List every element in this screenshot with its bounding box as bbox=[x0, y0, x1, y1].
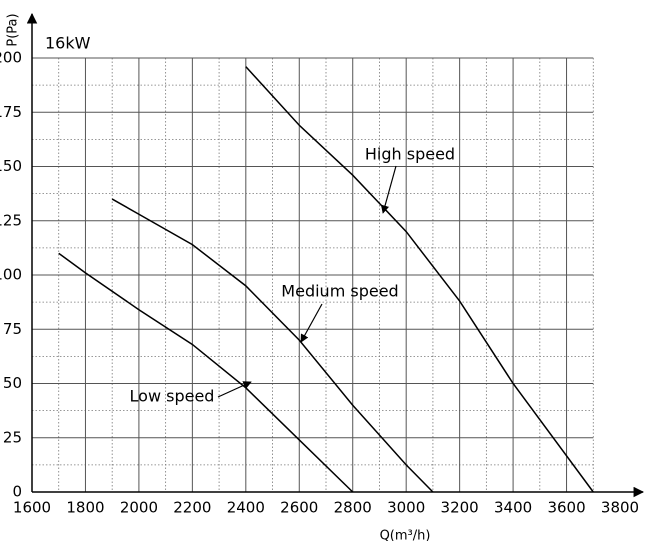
x-tick-label: 2600 bbox=[280, 499, 318, 517]
x-tick-label: 3600 bbox=[547, 499, 585, 517]
curve-label: Medium speed bbox=[281, 282, 398, 301]
curve bbox=[245, 66, 594, 493]
curve-label: High speed bbox=[365, 145, 455, 164]
x-tick-label: 2000 bbox=[120, 499, 158, 517]
x-tick-label: 2800 bbox=[334, 499, 372, 517]
y-tick-label: 50 bbox=[3, 374, 22, 392]
x-tick-label: 3200 bbox=[441, 499, 479, 517]
chart-title: 16kW bbox=[45, 34, 91, 53]
y-tick-label: 75 bbox=[3, 320, 22, 338]
curve bbox=[58, 252, 354, 493]
y-tick-label: 25 bbox=[3, 428, 22, 446]
x-tick-label: 1600 bbox=[13, 499, 51, 517]
label-arrow bbox=[217, 381, 252, 398]
x-tick-label: 2400 bbox=[227, 499, 265, 517]
y-tick-label: 150 bbox=[0, 157, 22, 175]
x-tick-label: 3000 bbox=[387, 499, 425, 517]
x-tick-label: 1800 bbox=[66, 499, 104, 517]
curve bbox=[111, 198, 434, 493]
y-tick-label: 100 bbox=[0, 266, 22, 284]
x-tick-label: 3400 bbox=[494, 499, 532, 517]
y-tick-label: 125 bbox=[0, 211, 22, 229]
y-tick-label: 200 bbox=[0, 49, 22, 67]
label-arrow bbox=[380, 165, 397, 214]
x-tick-label: 3800 bbox=[601, 499, 639, 517]
label-arrow bbox=[300, 303, 323, 343]
y-axis-label: P(Pa) bbox=[6, 13, 21, 46]
curve-label: Low speed bbox=[130, 387, 215, 406]
x-tick-label: 2200 bbox=[173, 499, 211, 517]
y-tick-label: 175 bbox=[0, 103, 22, 121]
y-tick-label: 0 bbox=[12, 483, 22, 501]
x-axis-label: Q(m³/h) bbox=[380, 529, 431, 541]
